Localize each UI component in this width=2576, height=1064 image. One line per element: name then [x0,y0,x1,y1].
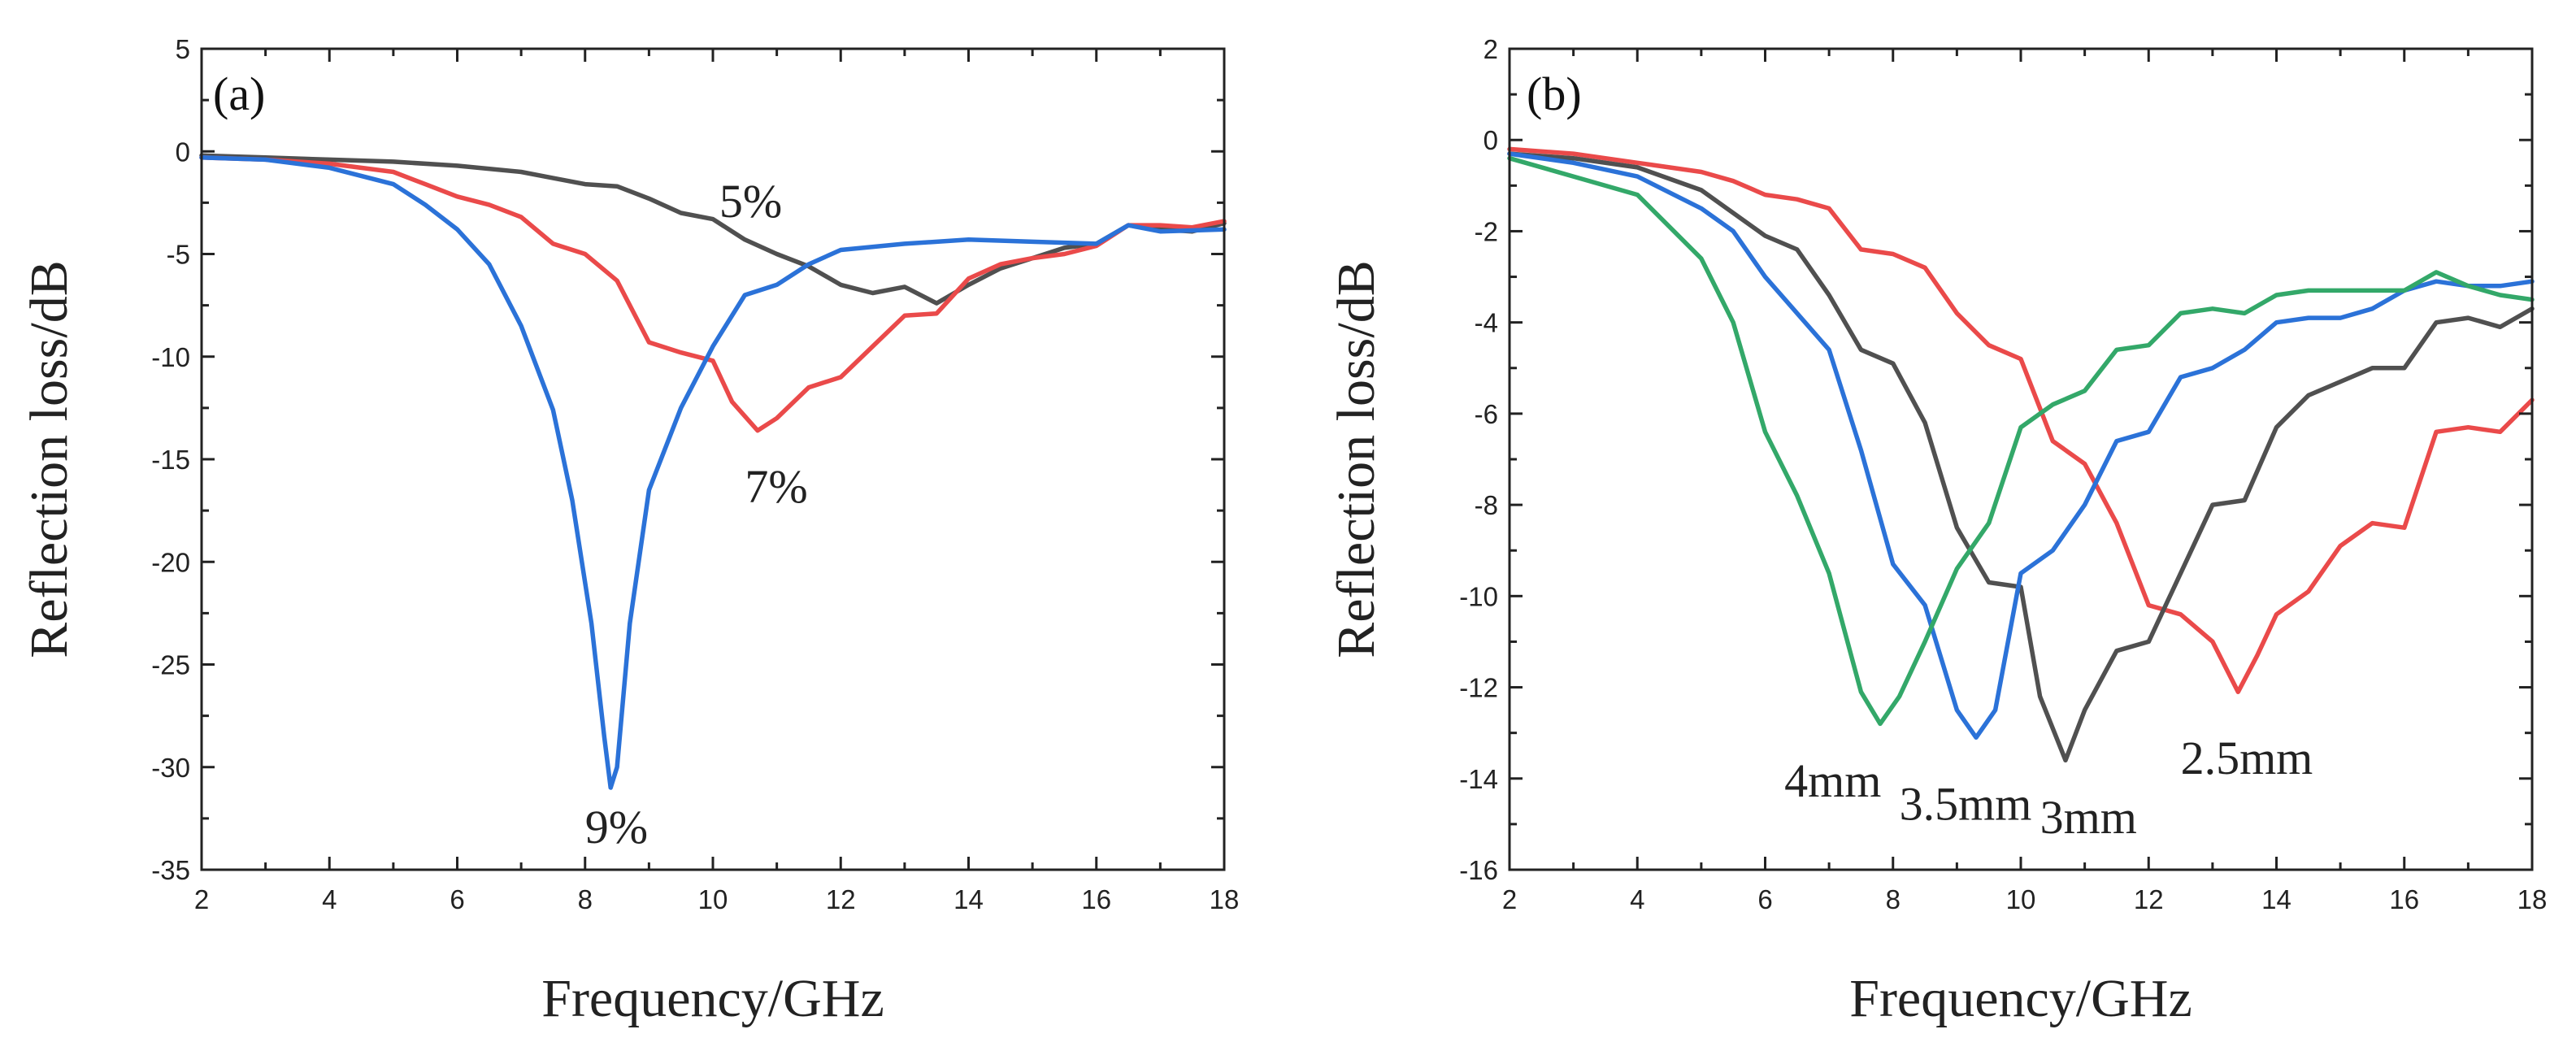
series-line-4mm [1507,155,2535,727]
series-line-7 [199,155,1227,433]
ticks-layer: 2 4 6 8 10 12 14 16 18 5 0 -5 -10 -15 -20 -25 -30 -35 [151,34,1239,914]
annotation-label: 5% [719,175,782,228]
plot-frame [1508,47,2534,871]
panel-label: (b) [1527,67,1582,120]
annotation-label: 9% [585,801,648,853]
annotation-label: 4mm [1784,754,1881,807]
y-axis-title: Reflection loss/dB [20,260,79,658]
x-tick-label: 10 [2006,884,2036,914]
series-line-3-5mm [1507,151,2535,740]
plot-frame [200,47,1226,871]
annotation-label: 7% [745,460,807,513]
y-tick-label: 0 [1483,125,1498,155]
x-tick-label: 16 [2389,884,2419,914]
x-tick-label: 18 [2517,884,2548,914]
x-axis-title: Frequency/GHz [541,969,884,1028]
y-tick-label: 2 [1483,34,1498,64]
y-tick-label: -30 [151,753,190,783]
y-tick-label: -15 [151,445,190,475]
y-tick-label: -25 [151,650,190,680]
y-tick-label: -10 [1459,581,1498,611]
series-line-2-5mm [1507,146,2535,694]
y-axis-title: Reflection loss/dB [1327,260,1386,658]
series-layer [1507,146,2535,763]
series-line-5 [199,153,1227,306]
x-tick-label: 4 [322,884,337,914]
y-tick-label: -6 [1475,399,1498,429]
annotation-label: 3mm [2040,791,2137,844]
x-tick-label: 16 [1081,884,1111,914]
x-tick-label: 10 [698,884,728,914]
y-tick-label: -16 [1459,855,1498,885]
x-axis-title: Frequency/GHz [1849,969,2192,1028]
x-tick-label: 8 [1886,884,1901,914]
y-tick-label: -4 [1475,308,1498,338]
series-layer [199,153,1227,790]
y-tick-label: 0 [176,137,190,167]
panel-a: 2 4 6 8 10 12 14 16 18 5 0 -5 -10 -15 -20 -25 -30 -35 (a)… [20,34,1239,1028]
series-line-9 [199,155,1227,790]
y-tick-label: -8 [1475,490,1498,520]
y-tick-label: -2 [1475,216,1498,246]
y-tick-label: 5 [176,34,190,64]
x-tick-label: 4 [1630,884,1644,914]
annotation-layer: 5% 7% 9% [585,175,808,853]
annotation-label: 2.5mm [2181,732,2313,784]
y-tick-label: -12 [1459,673,1498,703]
y-tick-label: -14 [1459,764,1498,794]
x-tick-label: 8 [578,884,593,914]
x-tick-label: 12 [2134,884,2164,914]
annotation-layer: 4mm 3.5mm 3mm 2.5mm [1784,732,2313,844]
y-tick-label: -20 [151,547,190,577]
x-tick-label: 6 [1757,884,1772,914]
x-tick-label: 14 [954,884,984,914]
x-tick-label: 18 [1210,884,1240,914]
panel-label: (a) [213,67,265,120]
annotation-label: 3.5mm [1900,777,2032,830]
x-tick-label: 14 [2261,884,2291,914]
x-tick-label: 6 [450,884,464,914]
y-tick-label: -10 [151,342,190,372]
y-tick-label: -35 [151,855,190,885]
x-tick-label: 2 [1502,884,1517,914]
x-tick-label: 2 [194,884,209,914]
y-tick-label: -5 [167,240,190,270]
series-line-3mm [1507,151,2535,763]
x-tick-label: 12 [826,884,856,914]
